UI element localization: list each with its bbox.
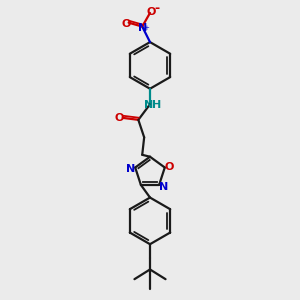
Text: N: N (126, 164, 135, 174)
Text: N: N (144, 100, 154, 110)
Text: N: N (159, 182, 169, 192)
Text: N: N (138, 22, 147, 32)
Text: O: O (114, 113, 124, 123)
Text: +: + (143, 25, 149, 31)
Text: O: O (146, 7, 156, 17)
Text: H: H (152, 100, 161, 110)
Text: -: - (154, 2, 159, 15)
Text: O: O (121, 19, 130, 28)
Text: O: O (165, 163, 174, 172)
